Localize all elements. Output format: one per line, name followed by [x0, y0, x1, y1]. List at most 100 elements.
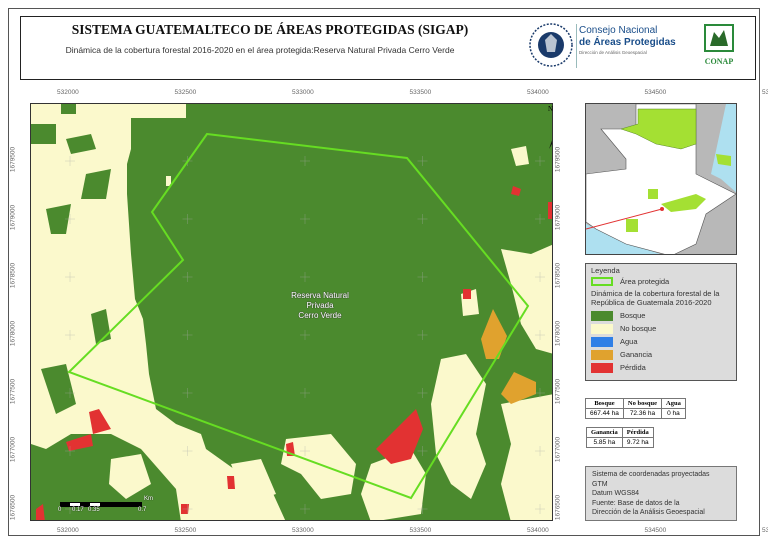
main-map[interactable] — [30, 103, 553, 521]
legend-label: No bosque — [620, 324, 657, 333]
y-tick-label: 1677000 — [554, 436, 562, 463]
scale-unit: Km — [144, 496, 153, 502]
y-tick-label: 1679000 — [9, 204, 17, 231]
scale-bar-graphic — [60, 502, 142, 507]
info-line: GTM — [592, 480, 608, 488]
legend-label: Ganancia — [620, 350, 653, 359]
table-cell: 9.72 ha — [621, 437, 654, 448]
grid-cross — [535, 272, 545, 282]
grid-cross — [535, 330, 545, 340]
grid-cross — [300, 272, 310, 282]
x-tick-label: 532500 — [174, 527, 197, 534]
stats-table-cover: Bosque No bosque Agua 667.44 ha 72.36 ha 0 h… — [585, 398, 686, 419]
stats-table-cover: Bosque No bosque Agua 667.44 ha 72.36 ha 0 h… — [585, 398, 686, 419]
protected-area-boundary — [67, 132, 530, 500]
grid-cross — [65, 272, 75, 282]
grid-cross — [417, 272, 428, 282]
locator-inset-map — [585, 103, 737, 255]
conap-logo: CONAP — [702, 24, 736, 68]
guatemala-seal-logo — [529, 23, 573, 67]
grid-cross — [300, 214, 310, 224]
grid-cross — [300, 388, 310, 398]
table-cell: 0 ha — [661, 408, 686, 419]
legend-item: Bosque — [591, 309, 731, 322]
y-tick-label: 1678500 — [554, 262, 562, 289]
x-tick-label: 533000 — [292, 527, 314, 534]
grid-cross — [300, 504, 310, 514]
page-title: SISTEMA GUATEMALTECO DE ÁREAS PROTEGIDAS… — [71, 22, 469, 37]
legend-section-title: Dinámica de la cobertura forestal de la … — [591, 289, 720, 307]
table-header: Ganancia — [586, 427, 623, 438]
legend-label: Pérdida — [620, 363, 646, 372]
grid-cross — [535, 388, 545, 398]
y-tick-label: 1676500 — [554, 494, 562, 521]
header-box — [20, 16, 756, 80]
grid-cross — [300, 446, 310, 456]
conap-emblem-icon — [704, 24, 734, 52]
table-cell: 72.36 ha — [622, 408, 663, 419]
legend-item-area: Área protegida — [591, 275, 731, 288]
land-cover-map — [31, 104, 552, 520]
table-header: Pérdida — [621, 427, 654, 438]
info-line: Fuente: Base de datos de la — [592, 499, 680, 507]
info-line: Dirección de la Análisis Geoespacial — [592, 509, 705, 516]
perdida-areas — [36, 186, 552, 520]
area-label-line: Reserva Natural — [291, 291, 349, 300]
info-line: Sistema de coordenadas proyectadas — [592, 471, 710, 478]
legend-swatch — [591, 277, 613, 286]
grid-cross — [535, 156, 545, 166]
north-label: N — [548, 105, 554, 113]
x-tick-label: 532500 — [174, 89, 197, 96]
cnap-logo-text: Consejo Nacional de Áreas Protegidas Dir… — [579, 25, 676, 56]
conap-label: CONAP — [704, 57, 734, 66]
table-cell: 5.85 ha — [586, 437, 623, 448]
legend-label: Bosque — [620, 311, 646, 320]
legend-swatch — [591, 362, 613, 373]
area-label: Reserva Natural Privada Cerro Verde — [270, 291, 370, 321]
grid-cross — [417, 330, 428, 340]
y-tick-label: 1679000 — [554, 204, 562, 231]
scale-bar: Km 0 0.17 0.35 0.7 — [58, 496, 160, 515]
y-tick-label: 1677000 — [9, 436, 17, 463]
x-tick-label: 534000 — [527, 89, 549, 96]
legend-label: Área protegida — [620, 277, 670, 286]
x-tick-label: 534500 — [644, 527, 667, 534]
table-header: No bosque — [622, 398, 663, 409]
location-marker — [660, 207, 664, 211]
legend-title: Leyenda — [591, 266, 620, 275]
locator-line — [586, 208, 663, 230]
grid-cross — [65, 156, 75, 166]
grid-cross — [417, 504, 428, 514]
grid-cross — [182, 214, 193, 224]
y-tick-label: 1679500 — [554, 146, 562, 173]
x-tick-label: 533000 — [292, 89, 314, 96]
y-tick-label: 1677500 — [9, 378, 17, 405]
table-header: Bosque — [585, 398, 624, 409]
scale-label: 0.17 — [72, 507, 84, 513]
legend-label: Agua — [620, 337, 638, 346]
x-tick-label: 535000 — [762, 527, 768, 534]
legend-swatch — [591, 323, 613, 334]
grid-crosses — [65, 156, 545, 514]
grid-cross — [535, 504, 545, 514]
table-header: Agua — [661, 398, 686, 409]
cnap-line3: Dirección de Análisis Geoespacial — [579, 50, 647, 55]
grid-cross — [417, 214, 428, 224]
legend-item: Pérdida — [591, 361, 731, 374]
scale-label: 0 — [58, 507, 62, 513]
legend-box: Leyenda Área protegida Dinámica de la co… — [585, 263, 737, 381]
x-tick-label: 535000 — [762, 89, 768, 96]
grid-cross — [182, 504, 193, 514]
x-tick-label: 534500 — [644, 89, 667, 96]
bosque-patches — [31, 124, 111, 414]
legend-swatch — [591, 336, 613, 347]
grid-cross — [300, 156, 310, 166]
logo-divider — [576, 24, 577, 68]
ganancia-areas — [481, 309, 536, 404]
area-label-line: Cerro Verde — [298, 311, 342, 320]
grid-cross — [65, 446, 75, 456]
x-tick-label: 533500 — [409, 89, 432, 96]
legend-swatch — [591, 310, 613, 321]
table-cell: 667.44 ha — [585, 408, 624, 419]
